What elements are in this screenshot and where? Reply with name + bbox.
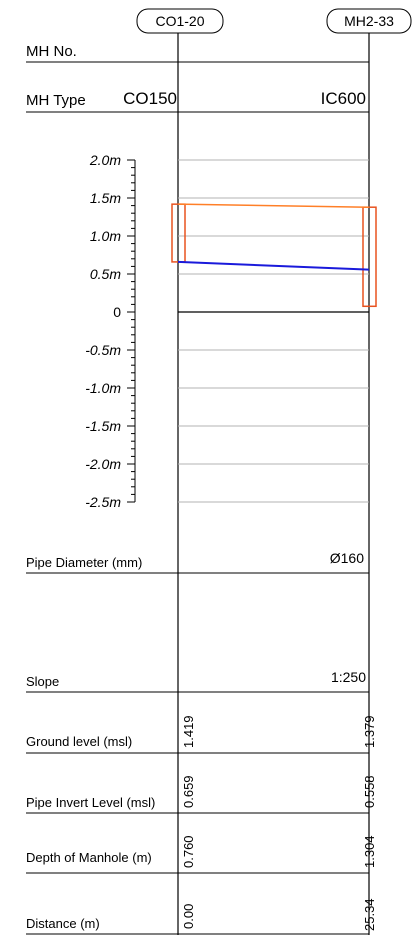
ruler-tick-label: -1.5m [85,418,121,434]
ruler-tick-label: -0.5m [85,342,121,358]
ruler-tick-label: 2.0m [89,152,121,168]
ruler-tick-label: 0 [113,304,121,320]
mh-type-label: MH Type [26,92,86,109]
manhole-box-2 [362,206,377,308]
ruler-tick-label: 0.5m [90,266,121,282]
depth-value-1: 0.760 [181,835,196,868]
manhole-id-1: CO1-20 [155,13,204,29]
pipe-diameter-value: Ø160 [330,550,364,566]
depth-label: Depth of Manhole (m) [26,850,152,865]
elevation-grid [178,159,369,503]
invert-level-value-2: 0.558 [362,775,377,808]
ruler-tick-label: 1.5m [90,190,121,206]
ruler-tick-label: -1.0m [85,380,121,396]
distance-label: Distance (m) [26,916,100,931]
mh-no-label: MH No. [26,43,77,60]
ruler-tick-label: -2.5m [85,494,121,510]
ruler-tick-label: -2.0m [85,456,121,472]
manhole-type-2: IC600 [321,89,366,108]
ground-level-value-1: 1.419 [181,715,196,748]
invert-level-label: Pipe Invert Level (msl) [26,795,155,810]
manhole-id-2: MH2-33 [344,13,394,29]
profile-lines [171,203,377,308]
invert-level-value-1: 0.659 [181,775,196,808]
ground-level-line [177,203,370,208]
slope-label: Slope [26,674,59,689]
ground-level-value-2: 1.379 [362,715,377,748]
slope-value: 1:250 [331,669,366,685]
pipe-invert-line [177,260,370,271]
pipe-diameter-label: Pipe Diameter (mm) [26,555,142,570]
manhole-type-1: CO150 [123,89,177,108]
depth-value-2: 1.304 [362,835,377,868]
ground-level-label: Ground level (msl) [26,734,132,749]
elevation-ruler: 2.0m 1.5m 1.0m 0.5m 0 -0.5m -1.0m -1.5m -2.0m -2.… [85,152,136,510]
manhole-id-bubble-1 [136,8,224,34]
distance-value-2: 25.34 [362,898,377,931]
distance-value-1: 0.00 [181,904,196,929]
ruler-tick-label: 1.0m [90,228,121,244]
